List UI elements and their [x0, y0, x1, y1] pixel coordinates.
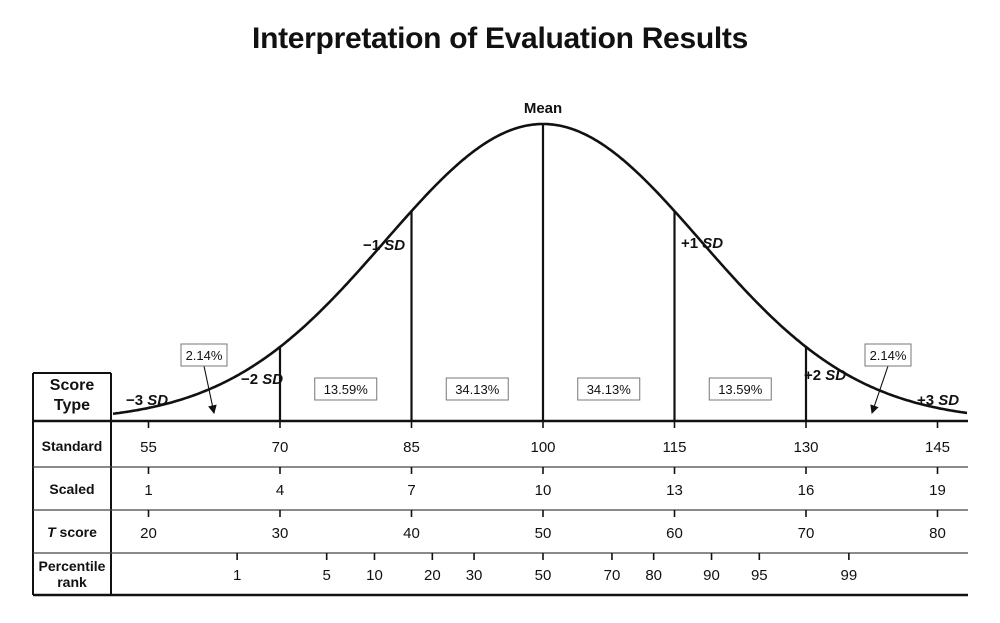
- region-percent-4-text: 13.59%: [718, 382, 763, 397]
- cell-standard: 100: [530, 439, 555, 456]
- sd-label-sign: −1: [363, 237, 384, 254]
- tail-percent-2-text: 2.14%: [870, 348, 907, 363]
- cell-tscore: 50: [535, 525, 552, 542]
- cell-percentile: 50: [535, 567, 552, 584]
- cell-tscore: 30: [272, 525, 289, 542]
- cell-tscore: 20: [140, 525, 157, 542]
- page-title: Interpretation of Evaluation Results: [252, 22, 748, 55]
- cell-standard: 145: [925, 439, 950, 456]
- sd-label-p3: +3 SD: [917, 392, 959, 409]
- sd-label-unit: SD: [938, 392, 959, 409]
- score-type-label: Score: [50, 377, 95, 394]
- cell-standard: 130: [793, 439, 818, 456]
- cell-percentile: 20: [424, 567, 441, 584]
- sd-label-p1: +1 SD: [681, 235, 723, 252]
- sd-lines: [278, 124, 808, 421]
- sd-label-sign: −3: [126, 392, 147, 409]
- cell-tscore: 60: [666, 525, 683, 542]
- tail-percent-1-frame: [180, 343, 228, 367]
- tail-percent-2-frame: [864, 343, 912, 367]
- region-percent-3: 34.13%: [577, 377, 641, 401]
- cell-percentile: 95: [751, 567, 768, 584]
- cell-scaled: 7: [407, 482, 415, 499]
- sd-label-m1: −1 SD: [363, 237, 405, 254]
- tail-arrow-1: [203, 365, 217, 415]
- row-label-scaled: Scaled: [49, 481, 94, 497]
- score-table-frame: [32, 372, 968, 597]
- region-percent-4: 13.59%: [708, 377, 772, 401]
- row-label-percentile: Percentile: [39, 558, 106, 574]
- row-label-italic: T: [47, 524, 57, 540]
- bell-curve: [112, 122, 968, 415]
- sd-label-unit: SD: [702, 235, 723, 252]
- tail-percent-1: 2.14%: [180, 343, 228, 367]
- region-percent-4-frame: [708, 377, 772, 401]
- sd-label-m2: −2 SD: [241, 371, 283, 388]
- cell-tscore: 80: [929, 525, 946, 542]
- region-percent-1-text: 13.59%: [324, 382, 369, 397]
- region-percent-1-frame: [314, 377, 378, 401]
- cell-standard: 55: [140, 439, 157, 456]
- cell-standard: 115: [663, 439, 687, 456]
- cell-tscore: 70: [798, 525, 815, 542]
- cell-percentile: 10: [366, 567, 383, 584]
- cell-scaled: 1: [144, 482, 152, 499]
- region-percent-1: 13.59%: [314, 377, 378, 401]
- cell-percentile: 30: [466, 567, 483, 584]
- cell-scaled: 4: [276, 482, 284, 499]
- cell-percentile: 70: [604, 567, 621, 584]
- sd-label-m3: −3 SD: [126, 392, 168, 409]
- tail-percent-2: 2.14%: [864, 343, 912, 367]
- cell-scaled: 16: [798, 482, 815, 499]
- cell-scaled: 19: [929, 482, 946, 499]
- sd-label-unit: SD: [384, 237, 405, 254]
- sd-label-sign: −2: [241, 371, 262, 388]
- cell-percentile: 90: [703, 567, 720, 584]
- region-percent-2: 34.13%: [445, 377, 509, 401]
- score-type-label: Type: [54, 397, 90, 414]
- sd-label-sign: +1: [681, 235, 702, 252]
- cell-percentile: 5: [323, 567, 331, 584]
- cell-scaled: 10: [535, 482, 552, 499]
- cell-scaled: 13: [666, 482, 683, 499]
- row-label-rest: score: [56, 524, 97, 540]
- cell-percentile: 1: [233, 567, 241, 584]
- row-label-standard: Standard: [42, 438, 103, 454]
- region-percent-2-text: 34.13%: [455, 382, 500, 397]
- cell-tscore: 40: [403, 525, 420, 542]
- sd-label-unit: SD: [147, 392, 168, 409]
- tail-percent-1-text: 2.14%: [186, 348, 223, 363]
- percent-boxes: 13.59% 34.13% 34.13% 13.59% 2.14% 2.14%: [180, 343, 912, 415]
- region-percent-2-frame: [445, 377, 509, 401]
- row-label-percentile-rank: rank: [57, 574, 87, 590]
- tail-arrow-2: [870, 365, 889, 415]
- cell-percentile: 80: [645, 567, 662, 584]
- cell-standard: 85: [403, 439, 420, 456]
- mean-label: Mean: [524, 100, 562, 117]
- sd-label-p2: +2 SD: [804, 367, 846, 384]
- region-percent-3-text: 34.13%: [587, 382, 632, 397]
- sd-label-unit: SD: [825, 367, 846, 384]
- cell-standard: 70: [272, 439, 289, 456]
- region-percent-3-frame: [577, 377, 641, 401]
- sd-label-sign: +2: [804, 367, 825, 384]
- sd-label-unit: SD: [262, 371, 283, 388]
- cell-percentile: 99: [841, 567, 858, 584]
- row-label-tscore: T score: [47, 524, 97, 540]
- sd-label-sign: +3: [917, 392, 938, 409]
